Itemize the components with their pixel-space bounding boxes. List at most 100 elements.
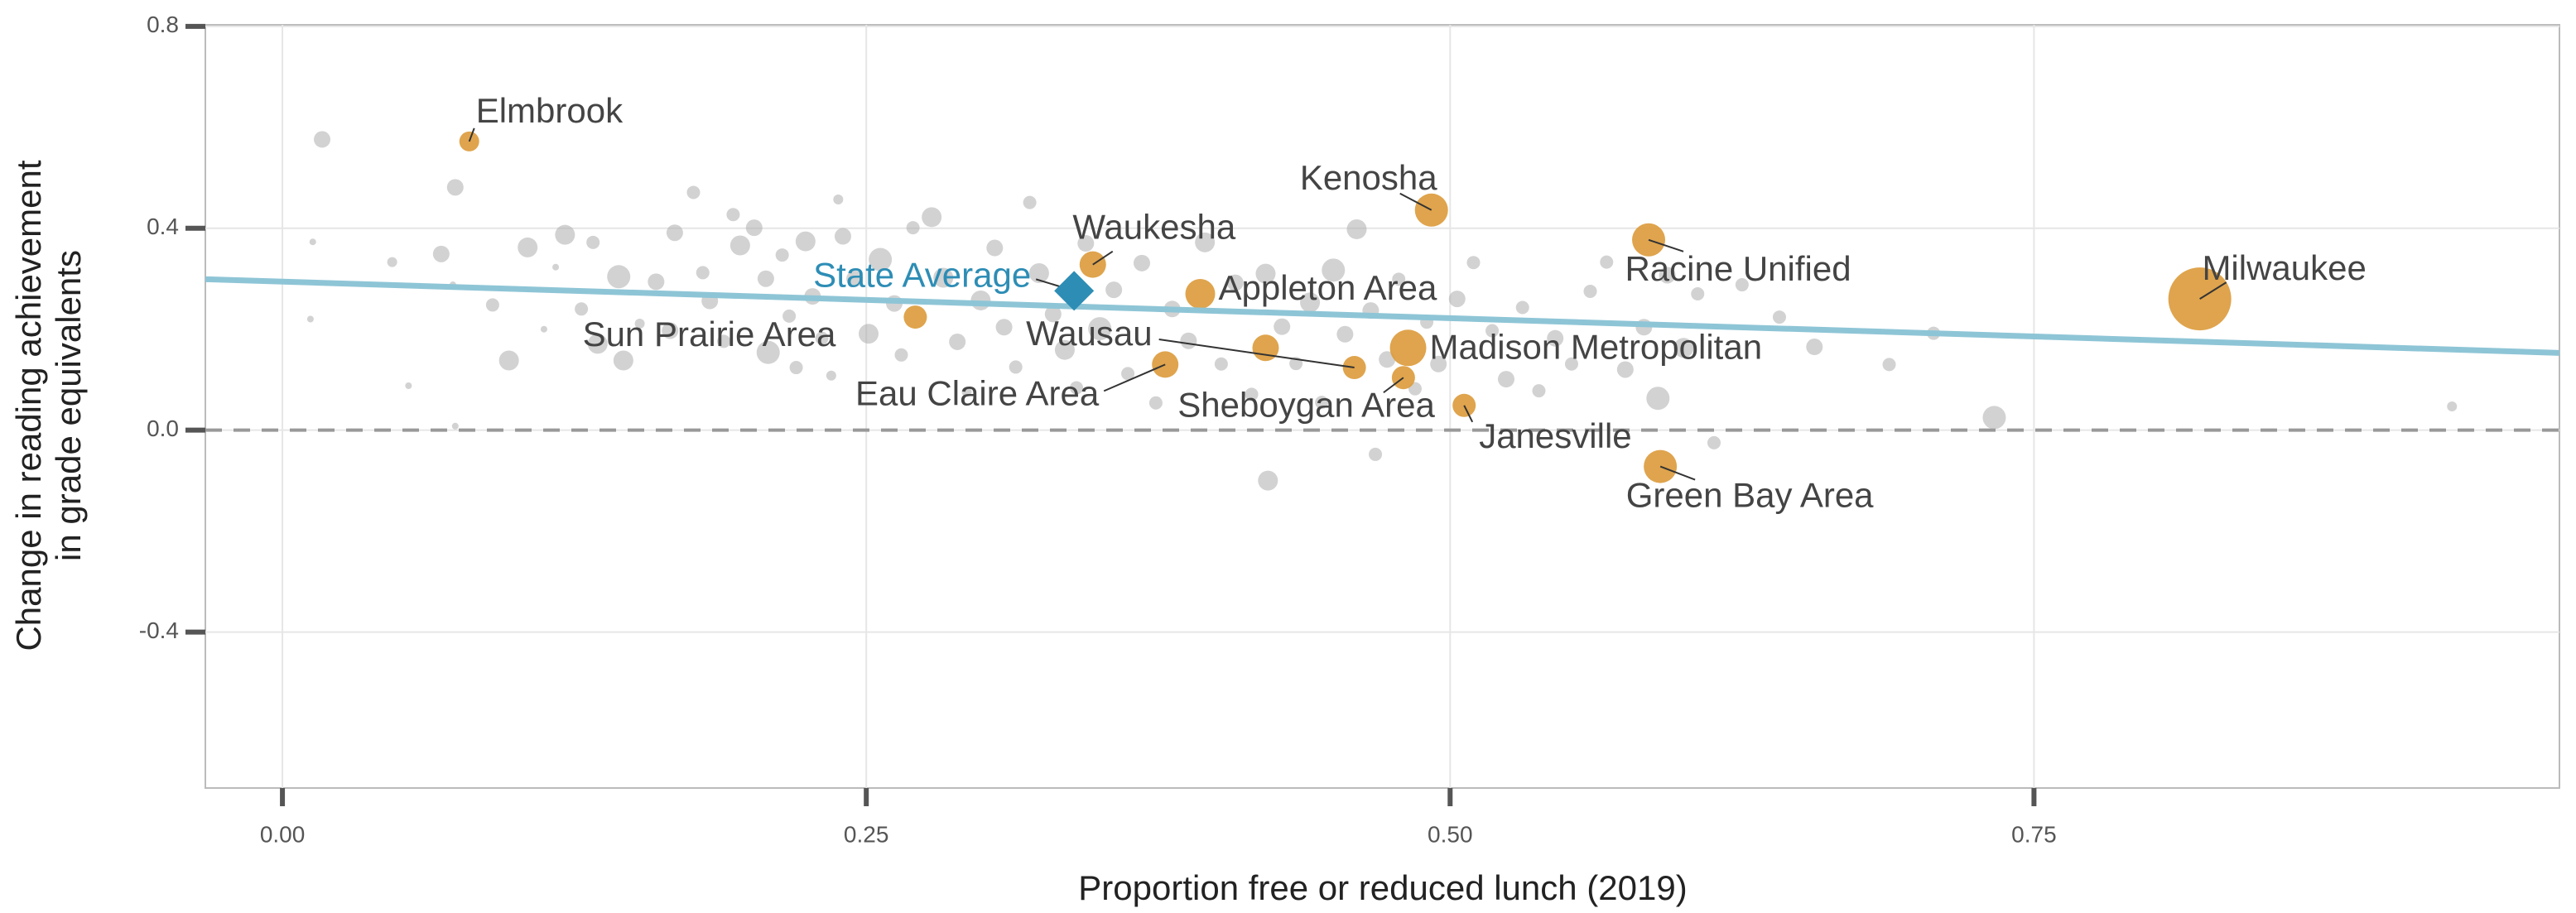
point [1255,263,1276,284]
point [575,302,589,316]
y-tick-label: 0.8 [147,12,179,37]
point [1806,339,1823,356]
point [1600,255,1614,269]
point [1070,381,1084,395]
x-tick-label: 0.50 [1428,821,1473,847]
point [405,382,412,389]
point [1448,291,1466,308]
point-label: Janesville [1479,416,1631,455]
point-label: Green Bay Area [1626,476,1874,515]
point [757,270,774,287]
point [451,422,459,430]
point [869,247,893,271]
x-tick-label: 0.75 [2011,821,2057,847]
point [1882,358,1896,372]
y-tick-label: 0.4 [147,214,179,239]
point [485,298,499,312]
point [1028,263,1049,284]
highlight-point [903,305,927,329]
y-tick-label: 0.0 [147,416,179,441]
point [518,237,538,257]
point [314,131,331,148]
point [1379,351,1396,368]
point [1646,387,1670,411]
point [432,245,450,262]
plot-area [205,24,2560,789]
point [1226,274,1244,291]
point [826,370,836,381]
point-label: Racine Unified [1625,249,1851,288]
point [795,231,816,252]
point [387,257,397,267]
state-average-label: State Average [813,255,1031,294]
point [775,248,789,262]
point [686,185,701,199]
highlight-point [1185,279,1216,310]
point [306,315,314,323]
point [846,270,864,287]
trend-line [205,276,2560,356]
point-label: Kenosha [1300,158,1437,197]
point [1105,281,1123,299]
point [961,387,972,397]
point [552,263,560,271]
x-tick-label: 0.25 [844,821,889,847]
point [1346,219,1367,239]
point [949,333,966,350]
point [1430,355,1447,372]
point-label: Wausau [1026,314,1153,353]
point [1195,232,1216,252]
point [782,309,797,323]
point [859,324,879,344]
point [1707,435,1721,449]
point [1044,305,1062,323]
point [1023,195,1037,209]
point [696,266,710,280]
point [586,235,600,249]
point [1315,396,1329,410]
state-average-marker [1054,271,1095,311]
y-axis-title: in grade equivalents [49,250,88,561]
point [607,265,631,289]
point [1772,310,1786,324]
point [1336,325,1354,343]
point [1214,357,1228,371]
point [613,350,633,371]
point-label: Appleton Area [1219,268,1438,307]
point-label: Eau Claire Area [855,373,1100,412]
point [756,340,780,364]
point [745,219,763,237]
point [1180,332,1197,349]
highlight-point [1389,329,1427,367]
point [726,208,740,222]
leader-line [1103,363,1166,392]
point [1054,339,1075,360]
point [1659,267,1676,284]
leader-line [1158,339,1355,369]
point [1009,360,1023,374]
point-label: Madison Metropolitan [1430,327,1763,366]
point [309,238,316,246]
highlight-point [1252,334,1279,362]
x-axis-title: Proportion free or reduced lunch (2019) [1078,868,1687,907]
point [1497,371,1514,388]
point [1735,278,1749,292]
leader-line [1383,377,1404,394]
point [1133,254,1150,271]
leader-line [1399,192,1432,211]
point [995,319,1013,336]
point [906,221,920,235]
leader-line [2199,281,2227,300]
point [498,350,519,371]
point [922,207,942,228]
point [555,224,575,245]
x-tick-label: 0.00 [260,821,306,847]
point [540,325,547,333]
point [1616,361,1634,378]
point [1583,284,1597,298]
point-label: Waukesha [1072,208,1236,247]
point [1369,447,1383,461]
point [729,235,750,256]
leader-line [1463,405,1474,423]
